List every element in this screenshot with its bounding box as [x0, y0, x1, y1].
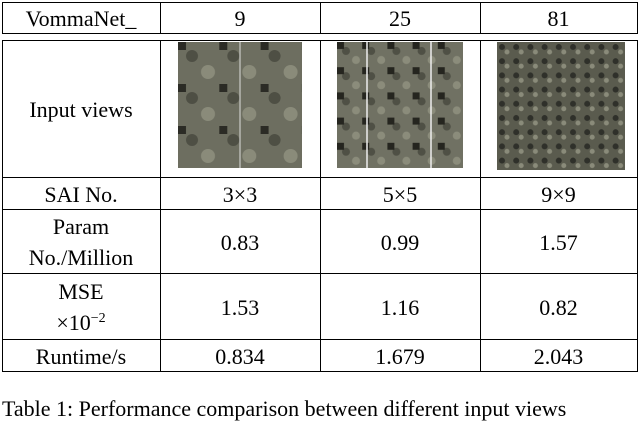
label-line: No./Million: [28, 245, 134, 270]
header-cell: 25: [389, 5, 411, 31]
input-views-image: [337, 42, 463, 168]
label-line: Input views: [29, 96, 133, 122]
caption: Table 1: Performance comparison between …: [2, 396, 567, 421]
cell: 5×5: [382, 181, 418, 207]
cell: 1.16: [380, 294, 420, 320]
rule: [480, 40, 482, 372]
label-line: Runtime/s: [35, 343, 127, 369]
header-cell: 9: [234, 5, 246, 31]
cell: 0.99: [380, 229, 420, 255]
rule: [637, 40, 639, 372]
cell: 0.83: [220, 229, 260, 255]
cell: 1.53: [220, 294, 260, 320]
rule: [320, 40, 322, 372]
row-label: MSE ×10−2: [2, 274, 160, 340]
unit: ×10−2: [56, 307, 105, 338]
rule: [480, 2, 482, 34]
unit-exponent: −2: [90, 311, 106, 326]
row-label: Param No./Million: [2, 210, 160, 274]
cell: 9×9: [541, 181, 576, 207]
label-line: Param: [52, 214, 110, 239]
rule: [2, 40, 4, 372]
cell: 2.043: [533, 343, 584, 369]
cell: 0.834: [215, 343, 265, 369]
row-label: Runtime/s: [2, 340, 160, 372]
cell: 1.57: [539, 229, 578, 255]
unit-base: ×10: [56, 310, 91, 335]
header-cell: VommaNet_: [25, 5, 137, 31]
input-views-image: [497, 42, 625, 170]
rule: [2, 2, 4, 34]
input-views-image: [178, 42, 302, 168]
cell: 1.679: [375, 343, 425, 369]
header-cell: 81: [547, 5, 570, 31]
cell: 0.82: [539, 294, 578, 320]
label-line: MSE: [58, 279, 104, 304]
rule: [160, 2, 162, 34]
cell: 3×3: [222, 181, 258, 207]
rule: [320, 2, 322, 34]
label-line: SAI No.: [44, 181, 118, 207]
row-label: SAI No.: [2, 178, 160, 210]
rule: [637, 2, 639, 34]
rule: [160, 40, 162, 372]
row-label: Input views: [2, 40, 160, 178]
